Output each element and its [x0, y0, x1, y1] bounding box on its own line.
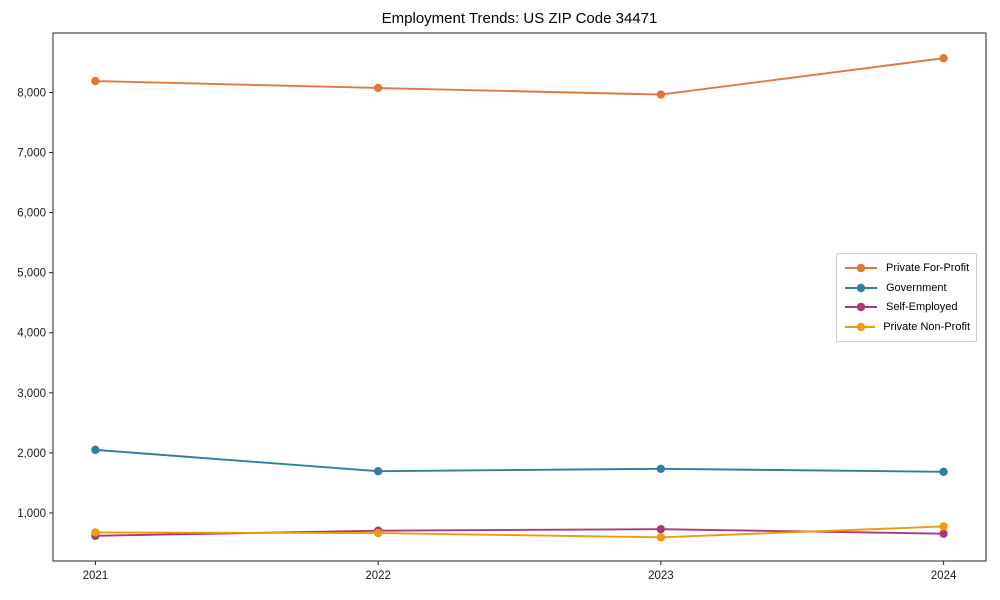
y-tick-label: 8,000: [17, 87, 46, 99]
legend-label: Self-Employed: [886, 301, 958, 314]
y-tick-label: 4,000: [17, 328, 46, 340]
y-tick-label: 6,000: [17, 208, 46, 220]
series-marker-private-non-profit: [373, 528, 383, 538]
plot-frame: [52, 32, 987, 562]
series-marker-private-non-profit: [91, 528, 100, 537]
series-marker-private-for-profit: [373, 83, 383, 93]
legend-dot: [856, 322, 866, 332]
legend-line-marker-icon: [845, 263, 877, 273]
legend-line-marker-icon: [845, 283, 877, 292]
y-tick-label: 1,000: [17, 508, 46, 520]
series-line-private-non-profit: [95, 525, 944, 539]
series-marker-private-non-profit: [656, 533, 666, 542]
series-marker-self-employed: [656, 524, 666, 534]
legend-label: Government: [886, 281, 947, 294]
legend-label: Private Non-Profit: [883, 321, 970, 334]
x-tick-label: 2023: [648, 570, 674, 582]
series-line-government: [95, 448, 944, 473]
series-marker-private-non-profit: [939, 522, 948, 531]
legend-dot: [856, 263, 866, 273]
legend-entry-private-non-profit: Private Non-Profit: [844, 317, 970, 337]
series-marker-private-for-profit: [939, 54, 948, 63]
y-tick-label: 5,000: [17, 268, 46, 280]
y-tick-label: 2,000: [17, 448, 46, 460]
legend-label: Private For-Profit: [886, 261, 970, 274]
series-marker-government: [373, 466, 383, 476]
chart-title: Employment Trends: US ZIP Code 34471: [381, 10, 658, 27]
legend: Private For-Profit Government Self-Employe…: [836, 253, 977, 342]
series-marker-self-employed: [939, 529, 948, 538]
legend-line-marker-icon: [845, 303, 877, 312]
series-marker-government: [91, 445, 100, 455]
legend-entry-self-employed: Self-Employed: [844, 298, 970, 318]
x-tick-label: 2024: [931, 570, 957, 582]
series-marker-private-for-profit: [656, 90, 666, 99]
legend-dot: [856, 283, 866, 292]
legend-line-marker-icon: [845, 322, 876, 332]
series-marker-private-for-profit: [91, 76, 100, 86]
series-marker-government: [656, 464, 666, 473]
y-tick-label: 3,000: [17, 388, 46, 400]
x-tick-label: 2022: [365, 570, 391, 582]
series-marker-government: [939, 467, 948, 476]
x-tick-label: 2021: [83, 570, 109, 582]
legend-entry-private-for-profit: Private For-Profit: [844, 258, 970, 278]
legend-dot: [856, 303, 866, 312]
y-tick-label: 7,000: [17, 148, 46, 160]
legend-entry-government: Government: [844, 278, 970, 298]
series-line-private-for-profit: [95, 57, 944, 96]
